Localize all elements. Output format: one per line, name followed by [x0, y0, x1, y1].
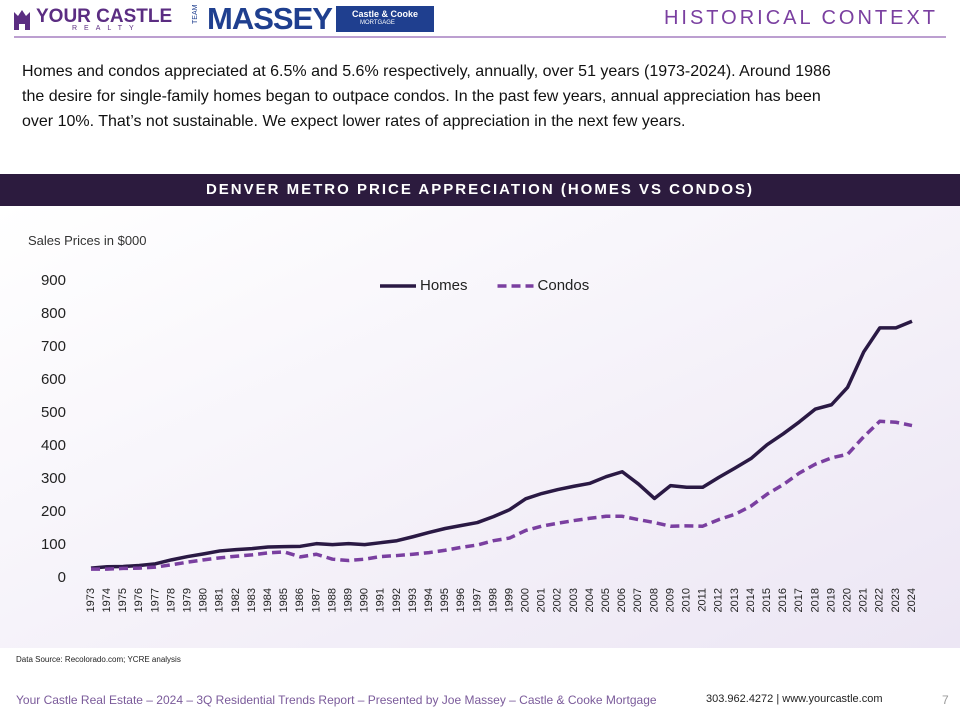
- x-tick-label: 2006: [616, 588, 628, 612]
- x-tick-label: 1992: [391, 588, 403, 612]
- x-tick-label: 1980: [198, 588, 210, 612]
- y-tick-label: 900: [41, 272, 66, 289]
- x-tick-label: 1988: [326, 588, 338, 612]
- x-tick-label: 2008: [648, 588, 660, 612]
- x-tick-label: 1973: [85, 588, 97, 612]
- x-tick-label: 1976: [133, 588, 145, 612]
- x-tick-label: 2023: [890, 588, 902, 612]
- y-tick-label: 800: [41, 305, 66, 322]
- x-tick-label: 2022: [874, 588, 886, 612]
- x-tick-label: 1975: [117, 588, 129, 612]
- y-tick-label: 600: [41, 371, 66, 388]
- page-number: 7: [942, 693, 949, 707]
- series-line: [90, 319, 913, 570]
- x-tick-label: 2017: [793, 588, 805, 612]
- x-tick-label: 1979: [181, 588, 193, 612]
- x-tick-label: 1993: [407, 588, 419, 612]
- x-tick-label: 2002: [552, 588, 564, 612]
- x-tick-label: 1987: [310, 588, 322, 612]
- x-tick-label: 2003: [568, 588, 580, 612]
- x-tick-label: 1997: [471, 588, 483, 612]
- x-tick-label: 1974: [101, 588, 113, 612]
- x-tick-label: 2004: [584, 588, 596, 612]
- x-tick-label: 1982: [230, 588, 242, 612]
- partner-sub: MORTGAGE: [360, 20, 395, 26]
- x-tick-label: 2009: [664, 588, 676, 612]
- x-tick-label: 2019: [825, 588, 837, 612]
- x-tick-label: 1978: [165, 588, 177, 612]
- y-tick-label: 200: [41, 503, 66, 520]
- legend-label: Condos: [538, 277, 590, 294]
- legend-label: Homes: [420, 277, 468, 294]
- x-tick-label: 2015: [761, 588, 773, 612]
- partner-name: Castle & Cooke: [352, 9, 419, 19]
- intro: Homes and condos appreciated at 6.5% and…: [22, 59, 831, 134]
- intro-line: over 10%. That’s not sustainable. We exp…: [22, 113, 686, 130]
- x-tick-label: 1981: [214, 588, 226, 612]
- y-tick-label: 300: [41, 470, 66, 487]
- intro-line: Homes and condos appreciated at 6.5% and…: [22, 63, 831, 80]
- y-tick-label: 400: [41, 437, 66, 454]
- series-line: [91, 419, 913, 571]
- source: Data Source: Recolorado.com; YCRE analys…: [16, 655, 181, 664]
- massey-logo: MASSEY: [207, 1, 333, 36]
- title-band: [0, 174, 960, 206]
- x-tick-label: 1984: [262, 588, 274, 612]
- x-tick-label: 2018: [809, 588, 821, 612]
- x-tick-label: 1991: [375, 588, 387, 612]
- x-tick-label: 2000: [520, 588, 532, 612]
- x-tick-label: 2013: [729, 588, 741, 612]
- x-tick-label: 2020: [842, 588, 854, 612]
- x-tick-label: 2007: [632, 588, 644, 612]
- castle-icon: [14, 10, 30, 30]
- footer-contact: 303.962.4272 | www.yourcastle.com: [706, 693, 883, 705]
- logo-text: YOUR CASTLE: [36, 6, 173, 27]
- logo-sub: REALTY: [72, 25, 141, 32]
- x-tick-label: 2010: [681, 588, 693, 612]
- chart-title: DENVER METRO PRICE APPRECIATION (HOMES V…: [205, 181, 755, 198]
- x-tick-label: 1983: [246, 588, 258, 612]
- x-tick-label: 1994: [423, 588, 435, 612]
- x-tick-label: 2014: [745, 588, 757, 612]
- partner-box: [336, 6, 434, 32]
- x-tick-label: 2005: [600, 588, 612, 612]
- x-tick-label: 1990: [359, 588, 371, 612]
- x-tick-label: 2016: [777, 588, 789, 612]
- chart-background: [0, 206, 960, 648]
- y-axis-label: Sales Prices in $000: [28, 233, 147, 248]
- x-tick-label: 2012: [713, 588, 725, 612]
- y-tick-label: 500: [41, 404, 66, 421]
- y-tick-label: 100: [41, 536, 66, 553]
- x-tick-label: 2011: [697, 588, 709, 612]
- footer-text: Your Castle Real Estate – 2024 – 3Q Resi…: [16, 693, 657, 707]
- y-tick-label: 0: [58, 569, 66, 586]
- page-title: HISTORICAL CONTEXT: [663, 7, 938, 29]
- y-tick-label: 700: [41, 338, 66, 355]
- x-tick-label: 2024: [906, 588, 918, 612]
- x-tick-label: 2001: [536, 588, 548, 612]
- x-tick-label: 1995: [439, 588, 451, 612]
- x-tick-label: 1996: [455, 588, 467, 612]
- x-tick-label: 2021: [858, 588, 870, 612]
- x-tick-label: 1977: [149, 588, 161, 612]
- x-tick-label: 1998: [487, 588, 499, 612]
- x-tick-label: 1999: [503, 588, 515, 612]
- x-tick-label: 1989: [342, 588, 354, 612]
- intro-line: the desire for single-family homes began…: [22, 88, 821, 105]
- x-tick-label: 1985: [278, 588, 290, 612]
- x-tick-label: 1986: [294, 588, 306, 612]
